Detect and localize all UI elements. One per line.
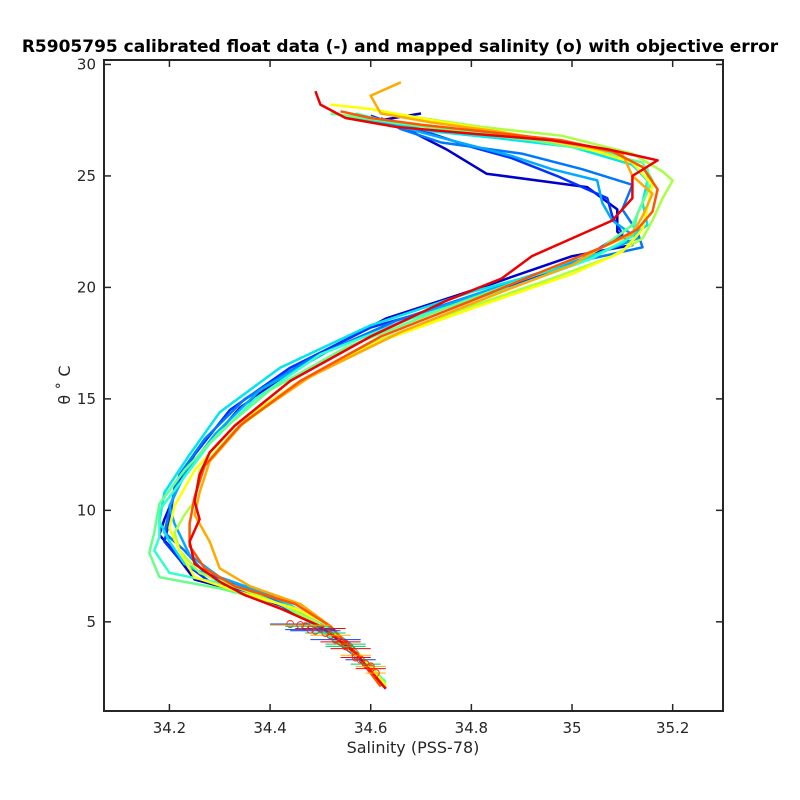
mapped-salinity-point xyxy=(330,644,371,653)
mapped-salinity-point xyxy=(350,660,381,669)
mapped-salinity-marker xyxy=(286,620,295,629)
x-tick-label: 34.2 xyxy=(153,719,186,737)
mapped-salinity-point xyxy=(270,621,331,630)
mapped-salinity-marker xyxy=(356,655,365,664)
mapped-salinity-marker xyxy=(311,626,320,635)
mapped-salinity-layer xyxy=(270,620,386,678)
x-axis: 34.2 34.4 34.6 34.8 35 35.2 xyxy=(153,60,689,737)
mapped-salinity-point xyxy=(345,655,376,664)
float-profile-line-12 xyxy=(188,90,659,690)
mapped-salinity-marker xyxy=(351,653,360,662)
mapped-salinity-point xyxy=(310,631,351,640)
mapped-salinity-marker xyxy=(341,640,350,649)
mapped-salinity-marker xyxy=(366,664,375,673)
x-tick-label: 34.8 xyxy=(455,719,488,737)
mapped-salinity-marker xyxy=(346,644,355,653)
mapped-salinity-marker xyxy=(336,637,345,646)
mapped-salinity-marker xyxy=(366,662,375,671)
mapped-salinity-point xyxy=(355,664,386,673)
y-axis-label: θ ˚ C xyxy=(55,365,74,404)
mapped-salinity-point xyxy=(340,653,371,662)
mapped-salinity-marker xyxy=(351,651,360,660)
series-layer xyxy=(148,81,674,690)
x-tick-label: 35.2 xyxy=(656,719,689,737)
mapped-salinity-marker xyxy=(361,660,370,669)
y-tick-label: 25 xyxy=(77,167,96,185)
x-tick-label: 34.4 xyxy=(253,719,286,737)
chart-title: R5905795 calibrated float data (-) and m… xyxy=(22,37,779,57)
mapped-salinity-point xyxy=(365,669,386,678)
x-tick-label: 34.6 xyxy=(354,719,387,737)
mapped-salinity-point xyxy=(310,635,361,644)
mapped-salinity-marker xyxy=(341,642,350,651)
mapped-salinity-point xyxy=(355,662,386,671)
mapped-salinity-marker xyxy=(306,625,315,634)
x-axis-label: Salinity (PSS-78) xyxy=(347,738,480,757)
mapped-salinity-point xyxy=(320,637,361,646)
y-tick-label: 5 xyxy=(86,613,96,631)
mapped-salinity-marker xyxy=(326,631,335,640)
y-tick-label: 30 xyxy=(77,55,96,73)
mapped-salinity-point xyxy=(340,651,371,660)
y-tick-label: 10 xyxy=(77,501,96,519)
mapped-salinity-marker xyxy=(331,635,340,644)
y-axis: 5 10 15 20 25 30 xyxy=(77,55,723,631)
mapped-salinity-marker xyxy=(371,669,380,678)
mapped-salinity-marker xyxy=(296,621,305,630)
plot-frame xyxy=(103,59,724,712)
x-tick-label: 35 xyxy=(562,719,581,737)
mapped-salinity-point xyxy=(290,626,341,635)
mapped-salinity-point xyxy=(325,640,366,649)
y-tick-label: 15 xyxy=(77,390,96,408)
mapped-salinity-point xyxy=(285,625,336,634)
mapped-salinity-point xyxy=(325,642,366,651)
y-tick-label: 20 xyxy=(77,278,96,296)
